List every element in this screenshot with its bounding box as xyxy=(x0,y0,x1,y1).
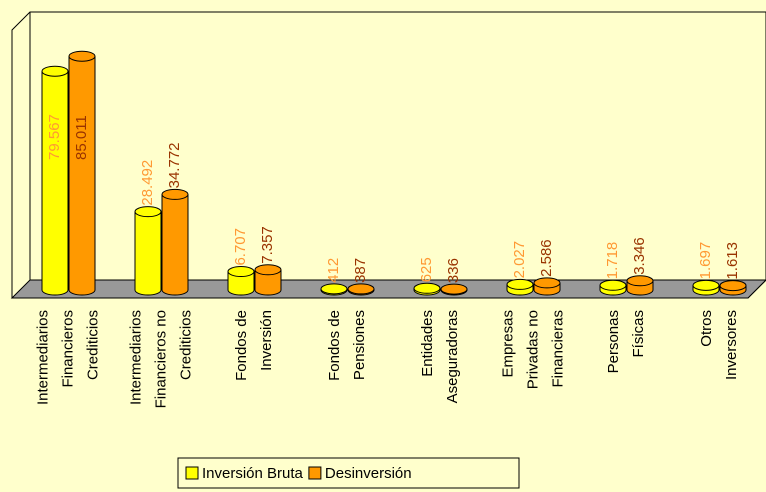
bar-part xyxy=(162,194,188,290)
bar xyxy=(626,275,654,296)
bar-part xyxy=(440,283,468,295)
bar-part xyxy=(599,279,627,291)
bar xyxy=(599,279,627,296)
value-label: 85.011 xyxy=(73,115,90,160)
x-tick-label: Pensiones xyxy=(351,310,368,380)
value-label: 1.718 xyxy=(604,242,621,280)
value-label: 336 xyxy=(445,258,462,283)
x-tick-label: Intermediarios xyxy=(34,310,51,405)
x-tick-label: Entidades xyxy=(419,310,436,377)
x-tick-label: Empresas xyxy=(499,310,516,378)
x-tick-label: Financieras xyxy=(549,310,566,388)
x-tick-label: Inversores xyxy=(723,310,740,380)
x-tick-label: Fondos de xyxy=(233,310,250,381)
value-label: 3.346 xyxy=(631,237,648,275)
bar-part xyxy=(69,56,95,290)
value-label: 1.613 xyxy=(724,242,741,280)
legend xyxy=(177,457,520,489)
bar-part xyxy=(719,280,747,292)
x-tick-label: Físicas xyxy=(630,310,647,358)
legend-label: Desinversión xyxy=(325,465,412,482)
floor xyxy=(10,279,766,299)
value-label: 34.772 xyxy=(166,142,183,188)
x-tick-label: Fondos de xyxy=(326,310,343,381)
back-wall xyxy=(11,11,766,299)
bar xyxy=(68,50,96,296)
bar xyxy=(692,279,720,296)
bar-part xyxy=(161,188,189,200)
value-label: 79.567 xyxy=(46,114,63,160)
bar xyxy=(347,283,375,296)
bar-part xyxy=(347,283,375,295)
x-tick-label: Privadas no xyxy=(524,310,541,389)
x-tick-label: Crediticios xyxy=(84,310,101,380)
bar-part xyxy=(135,211,161,290)
bar-part xyxy=(320,283,348,295)
bar xyxy=(533,277,561,296)
legend-swatch xyxy=(185,466,199,480)
bar-part xyxy=(506,278,534,290)
value-label: 2.586 xyxy=(538,239,555,277)
x-tick-label: Personas xyxy=(605,310,622,373)
value-label: 625 xyxy=(418,257,435,282)
bar xyxy=(719,280,747,296)
bar-part xyxy=(255,269,281,290)
bar xyxy=(41,65,69,296)
bar xyxy=(413,282,441,296)
value-label: 28.492 xyxy=(139,160,156,206)
bar-part xyxy=(533,277,561,289)
bar-part xyxy=(68,50,96,62)
legend-label: Inversión Bruta xyxy=(202,465,304,482)
value-label: 412 xyxy=(325,258,342,283)
bar xyxy=(134,206,162,296)
bar xyxy=(506,278,534,296)
x-tick-label: Financieros xyxy=(59,310,76,388)
bar-part xyxy=(413,282,441,294)
bar xyxy=(254,264,282,296)
x-tick-label: Otros xyxy=(698,310,715,347)
bar-part xyxy=(626,275,654,287)
bar xyxy=(320,283,348,296)
x-tick-label: Financieros no xyxy=(152,310,169,408)
value-label: 6.707 xyxy=(232,228,249,266)
x-tick-label: Inversión xyxy=(258,310,275,371)
x-tick-label: Crediticios xyxy=(177,310,194,380)
value-label: 387 xyxy=(352,258,369,283)
bar xyxy=(440,283,468,296)
value-label: 2.027 xyxy=(511,241,528,279)
value-label: 1.697 xyxy=(697,242,714,280)
bar-part xyxy=(227,266,255,278)
bar-part xyxy=(42,71,68,290)
x-tick-label: Aseguradoras xyxy=(444,310,461,403)
bar-part xyxy=(41,65,69,77)
bar xyxy=(161,188,189,296)
bar-part xyxy=(134,206,162,218)
bar-part xyxy=(692,279,720,291)
bar xyxy=(227,266,255,296)
x-tick-label: Intermediarios xyxy=(127,310,144,405)
bar-part xyxy=(254,264,282,276)
value-label: 7.357 xyxy=(259,226,276,264)
legend-swatch xyxy=(308,466,322,480)
